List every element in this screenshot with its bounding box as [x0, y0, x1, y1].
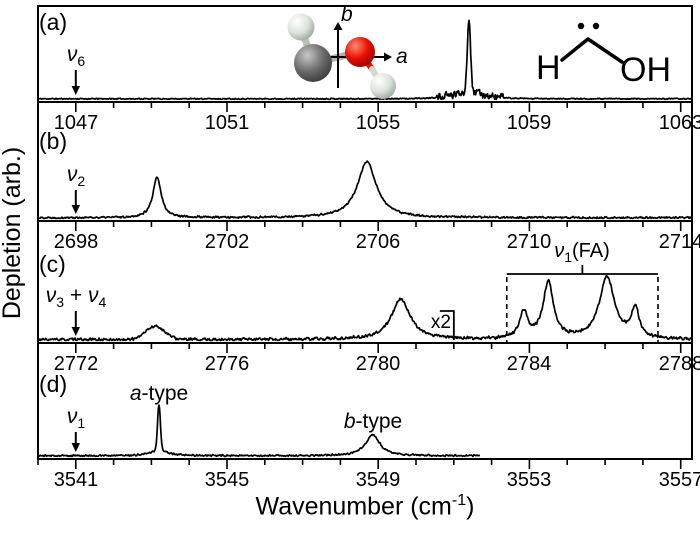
hydroxyl-hydrogen-atom	[370, 73, 396, 99]
band-arrowhead	[71, 86, 81, 95]
a-axis-arrowhead	[384, 52, 392, 62]
x-tick-label: 2772	[53, 353, 99, 375]
panel-letter-b: (b)	[39, 128, 68, 154]
x-tick-label: 2784	[506, 353, 552, 375]
skeletal-structure-inset	[560, 22, 624, 64]
panel-letter-a: (a)	[39, 9, 68, 35]
x-tick-label: 3541	[53, 469, 99, 491]
x-axis-title-close: )	[466, 492, 475, 521]
structure-h-label: H	[536, 49, 561, 87]
skeletal-bonds	[560, 37, 624, 64]
y-axis-title: Depletion (arb.)	[0, 146, 26, 320]
a-type-label: a-type	[129, 382, 189, 405]
x-tick-label: 3545	[204, 469, 250, 491]
figure-frame	[37, 5, 693, 460]
x-tick-label: 3557	[658, 469, 700, 491]
carbon-atom	[294, 44, 332, 82]
scale-bracket	[439, 310, 455, 340]
x-tick-label: 1055	[355, 112, 401, 134]
panel-letter-d: (d)	[39, 371, 68, 397]
x-axis-title-text: Wavenumber (cm	[255, 492, 452, 521]
x-axis-title: Wavenumber (cm-1)	[37, 492, 693, 521]
band-arrowhead	[71, 327, 81, 336]
band-label-b: ν2	[66, 163, 86, 190]
x-tick-label: 2698	[53, 231, 99, 253]
spectrum-trace-d	[37, 404, 481, 458]
band-label-a: ν6	[66, 43, 86, 70]
structure-oh-label: OH	[620, 51, 671, 89]
inertial-axis-b-label: b	[341, 3, 353, 26]
panel-letter-c: (c)	[39, 251, 66, 277]
band-label-c: ν3 + ν4	[45, 284, 107, 311]
x-tick-label: 2706	[355, 231, 401, 253]
spectrum-trace-b	[37, 160, 693, 220]
lone-pair-dot	[592, 22, 600, 30]
x-tick-label: 1047	[53, 112, 99, 134]
band-label-d: ν1	[66, 405, 86, 432]
lone-pair-dot	[577, 22, 585, 30]
fa-band-label: ν1(FA)	[554, 240, 610, 265]
b-type-label: b-type	[343, 410, 403, 433]
x-tick-label: 2702	[204, 231, 250, 253]
oxygen-atom	[345, 37, 375, 67]
spectrum-trace-a	[37, 19, 693, 101]
inertial-axis-a-label: a	[396, 45, 408, 68]
x-tick-label: 1051	[204, 112, 250, 134]
band-arrowhead	[71, 205, 81, 214]
hydrogen-atom	[287, 13, 315, 41]
x-tick-label: 3553	[506, 469, 552, 491]
x-tick-label: 2780	[355, 353, 401, 375]
x-tick-label: 2776	[204, 353, 250, 375]
molecule-model-inset	[287, 13, 396, 99]
spectrum-trace-c	[37, 274, 693, 342]
x-tick-label: 3549	[355, 469, 401, 491]
b-axis-arrowhead	[333, 22, 343, 30]
x-axis-title-superscript: -1	[451, 492, 467, 509]
x-tick-label: 2788	[658, 353, 700, 375]
x-tick-label: 1059	[506, 112, 552, 134]
x-tick-label: 1063	[658, 112, 700, 134]
x-tick-label: 2710	[506, 231, 552, 253]
band-arrowhead	[71, 443, 81, 452]
x-tick-label: 2714	[658, 231, 700, 253]
scale-x2-label: x2	[430, 312, 451, 333]
